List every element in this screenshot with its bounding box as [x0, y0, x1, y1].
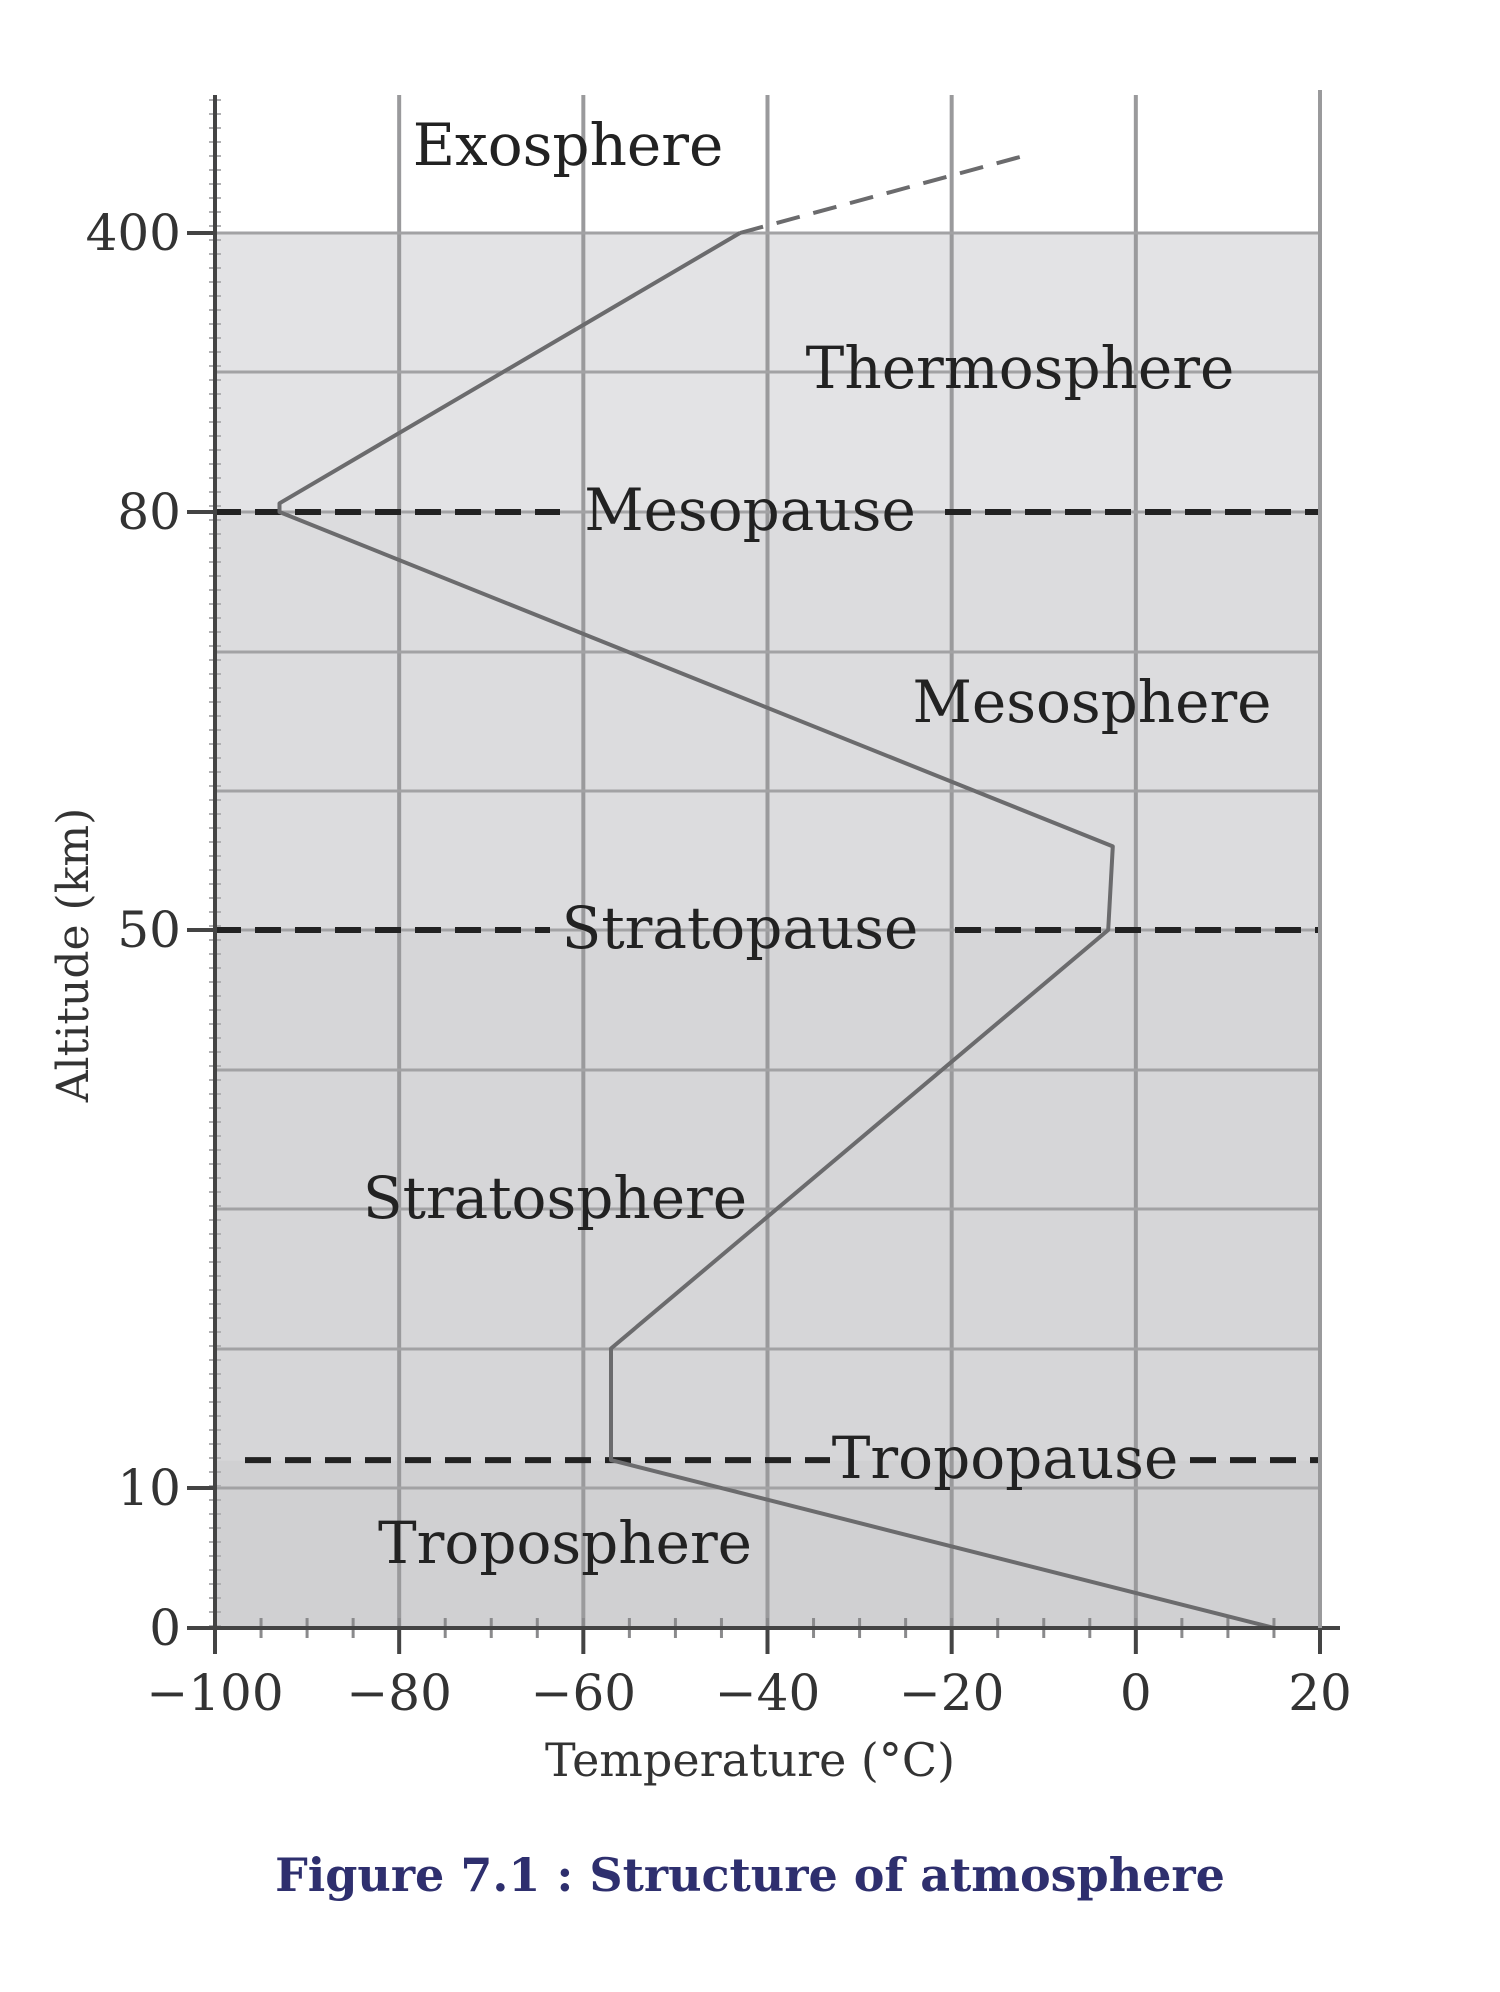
- layer-label-troposphere: Troposphere: [378, 1509, 752, 1577]
- boundary-label-stratopause: Stratopause: [562, 894, 919, 962]
- x-tick-label: −20: [899, 1664, 1005, 1722]
- boundary-lines: Tropopause Stratopause Mesopause: [215, 476, 1320, 1492]
- y-tick-label: 0: [149, 1599, 181, 1657]
- layer-label-mesosphere: Mesosphere: [912, 668, 1271, 736]
- boundary-label-mesopause: Mesopause: [584, 476, 916, 544]
- y-tick-label: 50: [117, 901, 181, 959]
- y-axis-label: Altitude (km): [48, 808, 99, 1104]
- x-tick-label: −40: [715, 1664, 821, 1722]
- boundary-label-tropopause: Tropopause: [832, 1424, 1179, 1492]
- figure-caption: Figure 7.1 : Structure of atmosphere: [275, 1848, 1225, 1902]
- axes: [213, 90, 1340, 1630]
- x-tick-label: 20: [1288, 1664, 1352, 1722]
- temperature-curve: [277, 231, 1275, 1630]
- layer-label-exosphere: Exosphere: [413, 111, 724, 179]
- layer-label-stratosphere: Stratosphere: [363, 1164, 747, 1232]
- y-tick-label: 10: [117, 1459, 181, 1517]
- y-tick-label: 400: [86, 204, 181, 262]
- x-tick-label: 0: [1120, 1664, 1152, 1722]
- tick-labels: 0 10 50 80 400 −100 −80 −60 −40 −20 0 20: [86, 204, 1352, 1722]
- y-tick-label: 80: [117, 483, 181, 541]
- x-tick-label: −80: [346, 1664, 452, 1722]
- layer-labels: Troposphere Stratosphere Mesosphere Thermos…: [363, 111, 1272, 1577]
- temperature-profile: [277, 153, 1275, 1630]
- x-tick-label: −60: [531, 1664, 637, 1722]
- x-axis-label: Temperature (°C): [545, 1733, 955, 1787]
- layer-label-thermosphere: Thermosphere: [806, 334, 1235, 402]
- temperature-curve-extension: [739, 153, 1026, 235]
- x-tick-label: −100: [146, 1664, 283, 1722]
